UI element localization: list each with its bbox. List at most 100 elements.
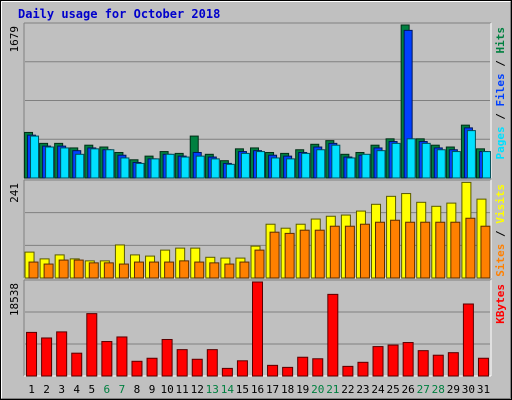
x-tick-label: 22	[341, 383, 354, 396]
bar-pages-day-26	[406, 138, 416, 179]
x-tick-label: 25	[386, 383, 399, 396]
bar-pages-day-19	[301, 152, 311, 179]
legend-entry: /	[494, 224, 507, 244]
bar-kbytes-day-11	[176, 349, 188, 377]
bar-sites-day-15	[239, 261, 250, 279]
x-tick-label: 1	[28, 383, 35, 396]
bar-pages-day-9	[150, 158, 160, 179]
bar-pages-day-13	[210, 158, 220, 179]
bar-pages-day-4	[75, 153, 85, 179]
bar-kbytes-day-23	[357, 361, 369, 377]
x-tick-label: 13	[206, 383, 219, 396]
x-tick-label: 4	[73, 383, 80, 396]
bar-kbytes-day-7	[116, 336, 128, 377]
bar-sites-day-27	[420, 221, 431, 279]
bar-pages-day-28	[436, 149, 446, 179]
bar-pages-day-5	[90, 148, 100, 179]
bar-pages-day-31	[481, 151, 491, 179]
bar-kbytes-day-12	[191, 358, 203, 377]
bar-kbytes-day-19	[297, 356, 309, 377]
bar-pages-day-2	[45, 146, 55, 179]
bar-pages-day-24	[376, 150, 386, 179]
bar-pages-day-15	[240, 152, 250, 179]
bar-pages-day-1	[30, 135, 40, 179]
bar-sites-day-7	[118, 263, 129, 279]
bar-pages-day-21	[331, 144, 341, 179]
x-tick-label: 26	[402, 383, 415, 396]
bar-kbytes-day-6	[101, 341, 113, 377]
y-max-label: 241	[8, 183, 21, 203]
x-tick-label: 31	[477, 383, 490, 396]
legend-entry: KBytes	[494, 284, 507, 324]
x-tick-label: 17	[266, 383, 279, 396]
x-tick-label: 21	[326, 383, 339, 396]
bar-kbytes-day-8	[131, 360, 143, 377]
x-tick-label: 23	[356, 383, 369, 396]
bar-sites-day-3	[58, 259, 69, 279]
bar-kbytes-day-4	[71, 352, 83, 377]
bar-sites-day-6	[103, 262, 114, 279]
bar-kbytes-day-25	[387, 344, 399, 377]
bar-kbytes-day-2	[41, 337, 53, 377]
bar-pages-day-8	[135, 162, 145, 179]
x-axis-labels: 1 2 3 4 5 6 7 8 9 10 11 12 13 14 15 16 17 18 19 20 21 22 23 24 2…	[28, 383, 490, 396]
x-tick-label: 8	[134, 383, 141, 396]
bar-pages-day-16	[256, 151, 265, 179]
x-tick-label: 29	[447, 383, 460, 396]
x-tick-label: 15	[236, 383, 249, 396]
bar-kbytes-day-13	[206, 349, 218, 377]
x-tick-label: 7	[119, 383, 126, 396]
bar-pages-day-7	[120, 157, 130, 179]
bar-pages-day-12	[195, 155, 205, 179]
x-tick-label: 5	[88, 383, 95, 396]
x-tick-label: 20	[311, 383, 324, 396]
x-tick-label: 16	[251, 383, 264, 396]
x-tick-label: 3	[58, 383, 65, 396]
legend-entry: Files	[494, 73, 507, 106]
x-tick-label: 30	[462, 383, 475, 396]
bar-sites-day-5	[88, 262, 99, 279]
bar-sites-day-26	[405, 221, 416, 279]
legend-entry: Visits	[494, 184, 507, 224]
panel-legend: KBytes	[494, 284, 507, 324]
panel-legend: Pages / Files / Hits	[494, 27, 507, 160]
legend-entry: /	[494, 54, 507, 74]
bar-kbytes-day-16	[252, 281, 263, 377]
bar-kbytes-day-15	[236, 360, 248, 377]
legend-entry: Pages	[494, 126, 507, 159]
bar-sites-day-8	[133, 261, 144, 279]
x-tick-label: 12	[191, 383, 204, 396]
bar-pages-day-6	[105, 149, 115, 179]
bar-sites-day-24	[375, 221, 386, 279]
x-tick-label: 2	[43, 383, 50, 396]
x-tick-label: 9	[149, 383, 156, 396]
bar-kbytes-day-18	[282, 366, 294, 377]
bar-pages-day-11	[180, 156, 190, 179]
bar-pages-day-27	[421, 142, 431, 179]
bar-sites-day-1	[28, 261, 39, 279]
bar-sites-day-2	[43, 263, 54, 279]
legend-entry: Hits	[494, 27, 507, 54]
bar-sites-day-21	[329, 225, 340, 279]
bar-kbytes-day-10	[161, 338, 173, 377]
bar-kbytes-day-20	[312, 358, 324, 377]
bar-sites-day-10	[164, 261, 175, 279]
bar-pages-day-14	[225, 163, 235, 179]
bar-kbytes-day-29	[447, 352, 459, 377]
bar-pages-day-22	[346, 157, 356, 179]
bar-kbytes-day-30	[462, 303, 474, 377]
bar-sites-day-17	[269, 231, 280, 279]
bar-kbytes-day-24	[372, 346, 384, 377]
bar-sites-day-12	[194, 261, 205, 279]
bar-sites-day-19	[299, 229, 310, 279]
chart-panels: 1679 Pages / Files / Hits 241 Sites / Visit…	[8, 22, 507, 377]
bar-pages-day-29	[451, 151, 461, 179]
bar-pages-day-10	[165, 153, 175, 179]
bar-kbytes-day-27	[417, 350, 429, 377]
bar-sites-day-30	[465, 217, 476, 279]
bar-sites-day-11	[179, 260, 190, 279]
y-max-label: 1679	[8, 26, 21, 53]
bar-sites-day-18	[284, 232, 295, 279]
x-tick-label: 24	[371, 383, 385, 396]
bar-kbytes-day-22	[342, 365, 354, 377]
